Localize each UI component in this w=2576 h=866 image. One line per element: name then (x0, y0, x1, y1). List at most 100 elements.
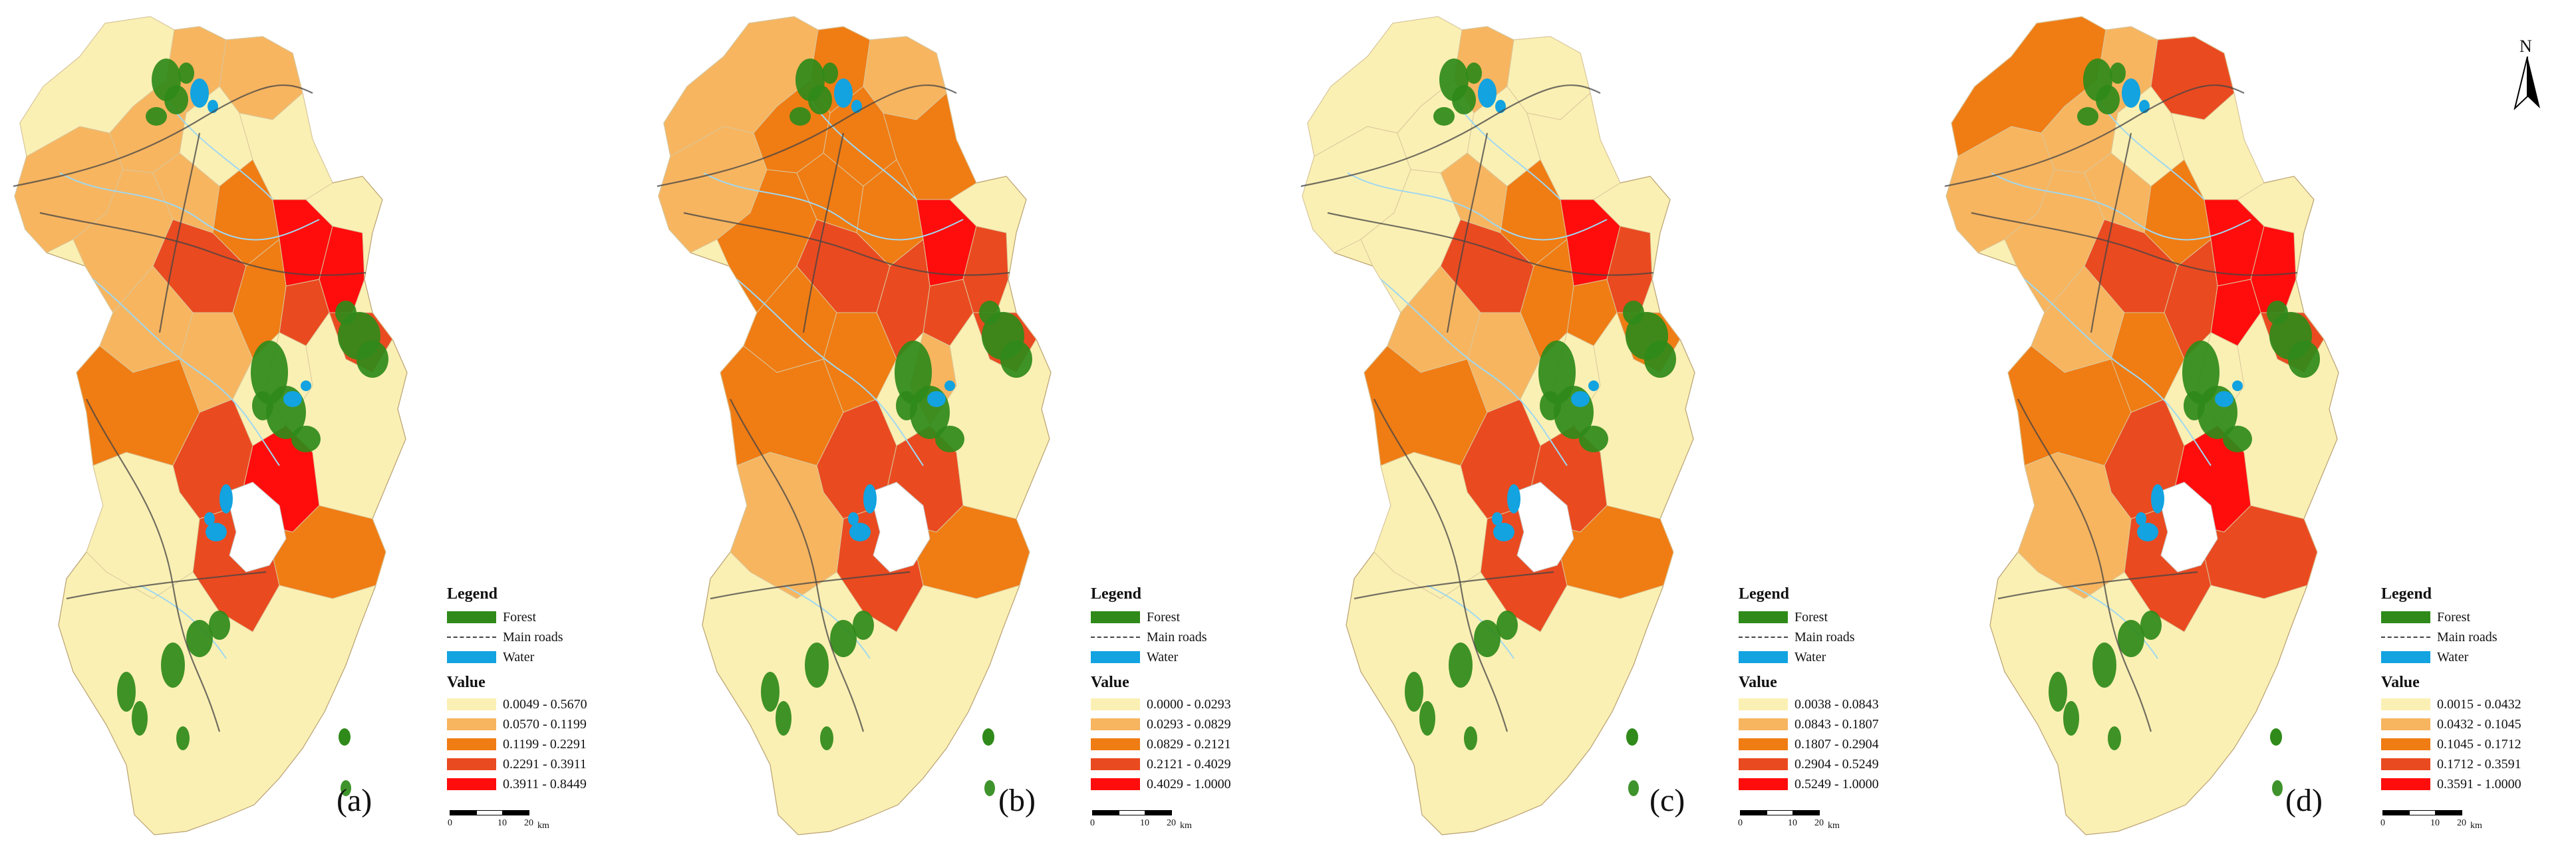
legend-class-1: 0.0049 - 0.5670 (447, 694, 646, 714)
forest-patch (935, 426, 964, 452)
scale-label-0: 0 (1090, 818, 1095, 828)
legend-class-3: 0.1807 - 0.2904 (1739, 734, 1938, 754)
water-body (851, 100, 862, 113)
legend-class-3: 0.1045 - 0.1712 (2381, 734, 2576, 754)
legend-title: Legend (1739, 585, 1790, 603)
main-road (1944, 84, 2245, 188)
main-road (1327, 212, 1654, 276)
legend-water: Water (447, 647, 646, 667)
north-label: N (2519, 37, 2532, 56)
forest-patch (2267, 301, 2288, 325)
legend-class-5: 0.3911 - 0.8449 (447, 774, 646, 794)
panel-caption: (b) (998, 783, 1036, 818)
legend-roads: Main roads (1091, 627, 1290, 647)
north-arrow: N (2511, 37, 2544, 110)
class-5-swatch (1091, 778, 1140, 790)
water-swatch (2381, 651, 2430, 663)
class-5-swatch (447, 778, 496, 790)
class-2-swatch (1091, 718, 1140, 730)
main-road (656, 84, 957, 188)
scale-label-0: 0 (1738, 818, 1743, 828)
forest-patch (2049, 672, 2067, 712)
main-road (1300, 84, 1601, 188)
legend-roads-label: Main roads (503, 629, 563, 645)
legend-class-3: 0.1199 - 0.2291 (447, 734, 646, 754)
water-body (2136, 512, 2146, 525)
water-body (927, 391, 946, 407)
bay-area (225, 482, 287, 573)
river-line (1991, 172, 2251, 241)
forest-patch (776, 701, 791, 736)
forest-patch (1623, 301, 1644, 325)
water-body (1493, 523, 1514, 541)
forest-patch (2223, 426, 2252, 452)
water-body (2232, 380, 2243, 391)
water-body (1492, 512, 1503, 525)
forest-patch (1433, 107, 1455, 126)
class-4-swatch (447, 758, 496, 770)
legend-roads-label: Main roads (2437, 629, 2498, 645)
forest-patch (853, 611, 874, 640)
water-body (848, 512, 859, 525)
class-3-range: 0.0829 - 0.2121 (1147, 736, 1231, 752)
scale-label-0: 0 (448, 818, 452, 828)
legend-water: Water (2381, 647, 2576, 667)
water-body (2139, 100, 2150, 113)
legend-forest: Forest (1739, 607, 1938, 627)
map-zone (86, 452, 200, 599)
legend-forest-label: Forest (503, 609, 536, 625)
forest-patch (1000, 341, 1032, 378)
map-legend: Legend Forest Main roads Water Value 0.0… (447, 585, 646, 794)
island (339, 728, 351, 746)
legend-water-label: Water (503, 649, 535, 664)
class-4-range: 0.2904 - 0.5249 (1794, 756, 1879, 772)
class-1-range: 0.0000 - 0.0293 (1147, 696, 1231, 712)
water-body (219, 484, 233, 513)
forest-patch (2096, 85, 2120, 114)
legend-forest-label: Forest (1794, 609, 1828, 625)
panel-c: Legend Forest Main roads Water Value 0.0… (1288, 0, 1932, 866)
scale-bar: 0 10 20 km (1738, 810, 1846, 837)
forest-patch (2063, 701, 2079, 736)
scale-unit: km (537, 821, 549, 831)
panel-caption: (a) (337, 783, 372, 818)
water-body (2215, 391, 2233, 407)
map-zone (1373, 452, 1488, 599)
panel-caption: (c) (1649, 783, 1685, 818)
island (982, 728, 994, 746)
forest-patch (341, 780, 351, 796)
choropleth-map (1944, 16, 2339, 835)
choropleth-map (1300, 16, 1695, 835)
forest-patch (2140, 611, 2162, 640)
forest-patch (164, 85, 188, 114)
island (1626, 728, 1638, 746)
scale-bar: 0 10 20 km (2380, 810, 2489, 837)
class-1-swatch (447, 698, 496, 710)
forest-swatch (2381, 611, 2430, 623)
river-line (139, 585, 227, 659)
river-line (809, 99, 917, 200)
water-body (1478, 78, 1497, 108)
class-1-swatch (2381, 698, 2430, 710)
river-line (2097, 99, 2205, 200)
class-3-range: 0.1199 - 0.2291 (503, 736, 587, 752)
forest-patch (1449, 643, 1473, 688)
forest-patch (830, 620, 857, 657)
bay-area (1513, 482, 1574, 573)
river-line (1453, 99, 1561, 200)
forest-patch (209, 611, 230, 640)
choropleth-map (13, 16, 408, 835)
forest-patch (1419, 701, 1435, 736)
river-line (59, 172, 320, 241)
bay-area (2157, 482, 2218, 573)
river-line (1347, 172, 1608, 241)
forest-patch (2184, 391, 2205, 420)
main-road (1446, 132, 1489, 333)
main-road (2017, 398, 2152, 732)
north-arrow-icon (2513, 57, 2540, 110)
map-zone (19, 16, 175, 157)
panel-d: Legend Forest Main roads Water Value 0.0… (1932, 0, 2575, 866)
legend-forest: Forest (1091, 607, 1290, 627)
main-road (158, 132, 201, 333)
map-legend: Legend Forest Main roads Water Value 0.0… (1739, 585, 1938, 794)
